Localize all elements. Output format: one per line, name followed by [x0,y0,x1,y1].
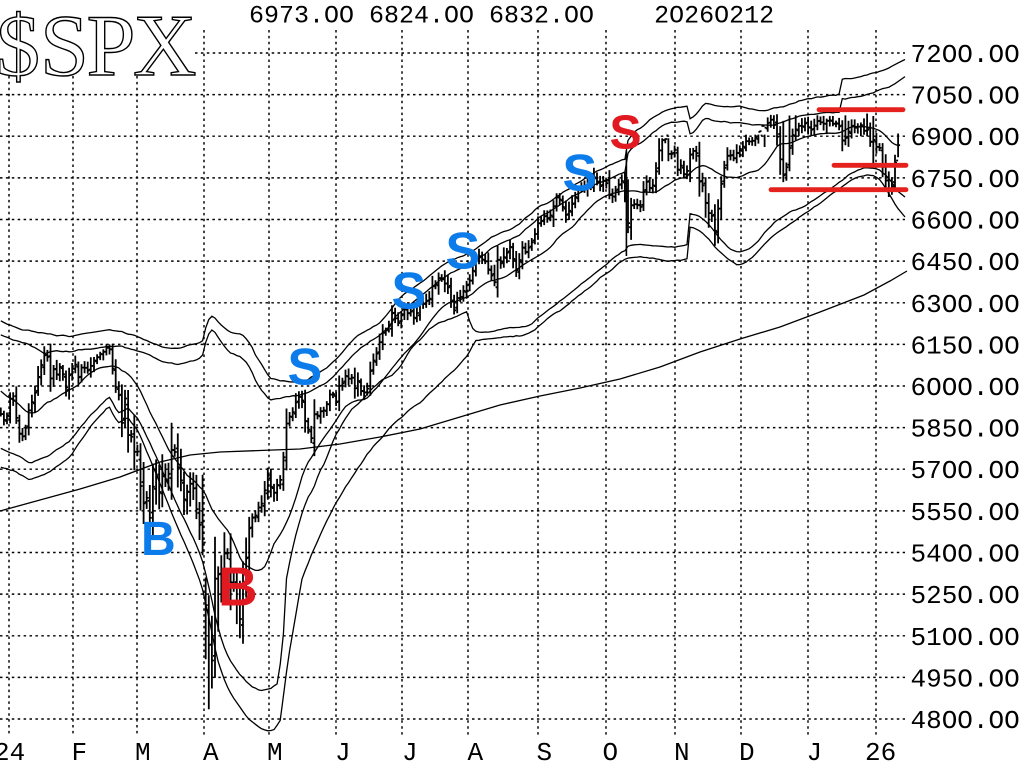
svg-text:D: D [739,738,755,765]
svg-text:S: S [610,107,642,160]
svg-text:51OO.OOO: 51OO.OOO [911,623,1020,653]
svg-text:P: P [87,0,136,95]
svg-text:72OO.OO: 72OO.OO [911,40,1020,70]
svg-text:48OO.OO: 48OO.OO [911,706,1020,736]
svg-text:555O.OO: 555O.OO [911,498,1020,528]
svg-text:B: B [141,513,176,566]
svg-text:N: N [674,738,690,765]
svg-text:M: M [267,738,283,765]
svg-text:57OO.OO: 57OO.OO [911,456,1020,486]
svg-text:S: S [40,0,89,95]
svg-text:24: 24 [0,738,25,765]
svg-text:26: 26 [865,738,896,765]
svg-text:63OO.OO: 63OO.OO [911,290,1020,320]
svg-text:66OO.OO: 66OO.OO [911,207,1020,237]
svg-text:A: A [203,738,219,765]
svg-text:54OO.OO: 54OO.OO [911,540,1020,570]
svg-text:7O5O.OO: 7O5O.OO [911,82,1020,112]
svg-text:A: A [468,738,484,765]
svg-text:B: B [218,556,258,618]
svg-text:S: S [446,223,481,281]
svg-text:S: S [563,145,598,203]
svg-text:F: F [72,738,88,765]
svg-text:495O.OO: 495O.OO [911,664,1020,694]
svg-text:6973.OO 6824.OO 6832.OO 2O2: 6973.OO 6824.OO 6832.OO 2O26O212 [249,2,774,31]
svg-text:525O.OO: 525O.OO [911,581,1020,611]
svg-text:615O.OOO: 615O.OOO [911,331,1020,361]
svg-text:$: $ [0,0,40,95]
svg-text:675O.OO: 675O.OO [911,165,1020,195]
svg-text:585O.OO: 585O.OO [911,415,1020,445]
svg-text:69OO.OO: 69OO.OO [911,123,1020,153]
svg-text:O: O [603,738,619,765]
svg-text:S: S [288,339,323,397]
svg-text:X: X [133,0,197,95]
svg-text:6OOO.OO: 6OOO.OO [911,373,1020,403]
svg-text:S: S [392,263,427,321]
svg-text:J: J [807,738,823,765]
svg-text:J: J [335,738,351,765]
svg-text:S: S [537,738,553,765]
svg-text:J: J [402,738,418,765]
svg-text:M: M [135,738,151,765]
svg-text:645O.OO: 645O.OO [911,248,1020,278]
